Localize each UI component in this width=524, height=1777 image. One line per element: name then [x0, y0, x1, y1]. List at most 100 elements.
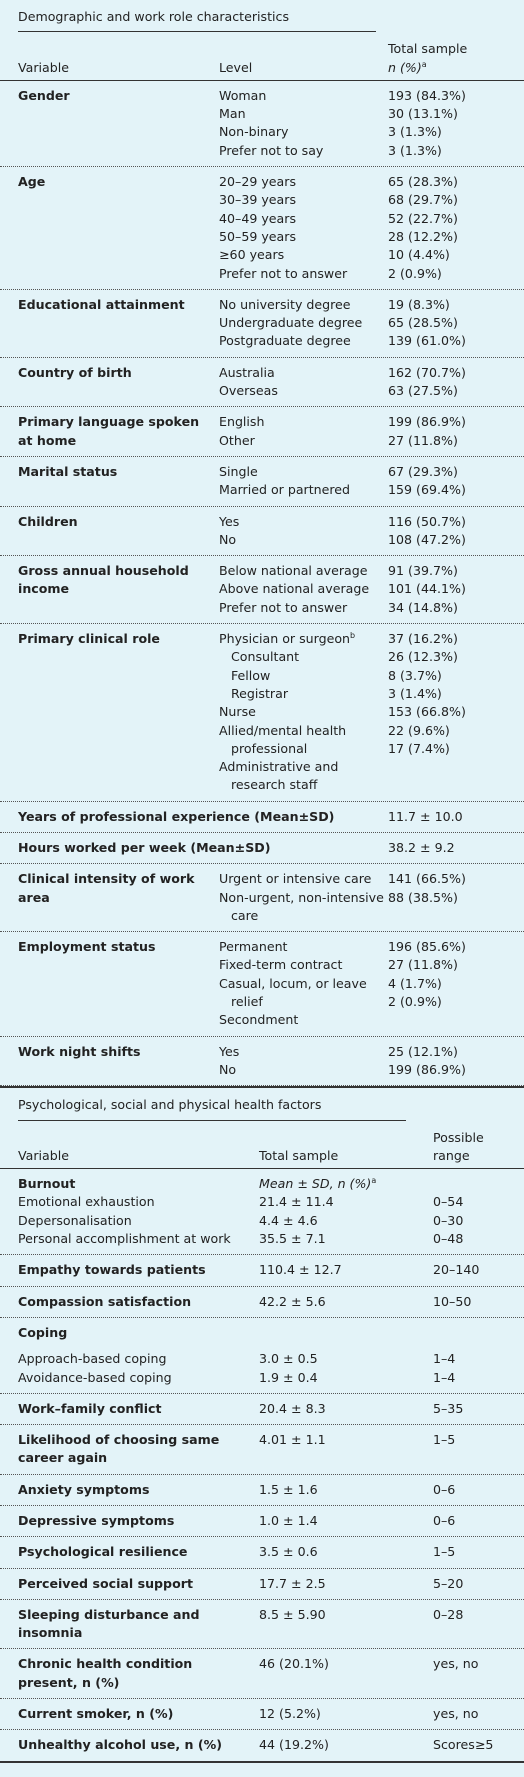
variable: Marital status [18, 463, 118, 479]
section-title: Psychological, social and physical healt… [0, 1088, 524, 1124]
value: 27 (11.8%) [388, 957, 458, 973]
sub-variable: Avoidance-based coping [18, 1369, 172, 1385]
table-row: Years of professional experience (Mean±S… [0, 802, 524, 833]
value: 88 (38.5%) [388, 889, 458, 905]
level: Other [219, 432, 255, 448]
range-cell: 5–35 [433, 1400, 464, 1416]
variable: Hours worked per week (Mean±SD) [18, 839, 271, 855]
table-row: Gender Woman Man Non-binary Prefer not to sa… [0, 81, 524, 168]
level-cell: Yes No [219, 1043, 388, 1080]
level: Below national average [219, 563, 368, 579]
main-line: Current smoker, n (%) 12 (5.2%) yes, no [18, 1705, 506, 1723]
value-cell: 65 (28.3%) 68 (29.7%) 52 (22.7%) 28 (12.2%)… [388, 173, 506, 283]
variable: Sleeping disturbance and insomnia [18, 1606, 200, 1641]
level: English [219, 414, 265, 430]
table-row: Hours worked per week (Mean±SD) 38.2 ± 9.… [0, 833, 524, 865]
level-cell: Permanent Fixed-term contract Casual, locu… [219, 938, 388, 1029]
total-cell: 110.4 ± 12.7 [259, 1262, 342, 1278]
header-cell: Possible range [433, 1129, 484, 1163]
total-cell: 20.4 ± 8.3 [259, 1400, 326, 1416]
value: 63 (27.5%) [388, 383, 458, 399]
main-line: Unhealthy alcohol use, n (%) 44 (19.2%) Sc… [18, 1736, 506, 1754]
total-cell: 46 (20.1%) [259, 1656, 329, 1672]
level: Permanent [219, 939, 288, 955]
level: Man [219, 106, 246, 122]
level: Prefer not to say [219, 142, 324, 158]
level-cell: Urgent or intensive care Non-urgent, non-… [219, 870, 388, 925]
variable: Primary language spoken at home [18, 414, 200, 448]
range-cell: 1–5 [433, 1432, 456, 1448]
value-cell: 116 (50.7%) 108 (47.2%) [388, 513, 506, 550]
level: Nurse [219, 704, 256, 720]
value: 193 (84.3%) [388, 87, 466, 103]
level-text: Physician or surgeon [219, 631, 351, 647]
value: 2 (0.9%) [388, 265, 442, 281]
total-cell: 1.5 ± 1.6 [259, 1481, 318, 1497]
value: 67 (29.3%) [388, 463, 458, 479]
value: 19 (8.3%) [388, 296, 450, 312]
level: No [219, 531, 237, 547]
value-cell: 25 (12.1%) 199 (86.9%) [388, 1043, 506, 1080]
total-cell: 12 (5.2%) [259, 1706, 321, 1722]
unit: n (%) [388, 59, 422, 75]
value: 199 (86.9%) [388, 1061, 466, 1077]
main-line: Burnout Mean ± SD, n (%)a [18, 1175, 506, 1193]
header-unit: n (%)a [388, 59, 506, 77]
table-row: Employment status Permanent Fixed-term con… [0, 932, 524, 1037]
range: 0–30 [433, 1212, 464, 1228]
value: 37 (16.2%) [388, 631, 458, 647]
value-cell: 199 (86.9%) 27 (11.8%) [388, 413, 506, 450]
value-cell: 19 (8.3%) 65 (28.5%) 139 (61.0%) [388, 296, 506, 351]
level-cell: Single Married or partnered [219, 463, 388, 500]
variable: Gross annual household income [18, 563, 189, 597]
level: Yes [219, 1043, 240, 1059]
main-line: Perceived social support 17.7 ± 2.5 5–20 [18, 1575, 506, 1593]
total: 3.0 ± 0.5 [259, 1351, 318, 1367]
sublevel: Consultant [231, 649, 300, 665]
level: Married or partnered [219, 482, 351, 498]
value: 28 (12.2%) [388, 228, 458, 244]
level: Prefer not to answer [219, 599, 348, 615]
level: Non-binary [219, 124, 289, 140]
value: 11.7 ± 10.0 [388, 808, 463, 824]
value: 52 (22.7%) [388, 210, 458, 226]
value: 27 (11.8%) [388, 432, 458, 448]
table-row: Gross annual household income Below natio… [0, 556, 524, 625]
sub-row: Personal accomplishment at work 35.5 ± 7.… [18, 1230, 506, 1248]
level: Above national average [219, 581, 370, 597]
value: 10 (4.4%) [388, 247, 450, 263]
total-cell [259, 1324, 433, 1342]
variable: Compassion satisfaction [18, 1293, 192, 1309]
header-text: Total sample [388, 41, 468, 57]
level: Fixed-term contract [219, 957, 343, 973]
range: 0–54 [433, 1194, 464, 1210]
header-cell: Total sample [259, 1147, 339, 1163]
level-cell: English Other [219, 413, 388, 450]
total-cell: 3.5 ± 0.6 [259, 1544, 318, 1560]
value-cell: 196 (85.6%) 27 (11.8%) 4 (1.7%) 2 (0.9%) [388, 938, 506, 1029]
main-line: Coping [18, 1324, 506, 1342]
header-cell: Variable [18, 59, 69, 75]
main-line: Empathy towards patients 110.4 ± 12.7 20–1… [18, 1261, 506, 1279]
total-cell: 8.5 ± 5.90 [259, 1606, 326, 1622]
level: Urgent or intensive care [219, 871, 372, 887]
table-row: Chronic health condition present, n (%) 4… [0, 1649, 524, 1700]
variable: Perceived social support [18, 1575, 193, 1591]
level: 20–29 years [219, 174, 297, 190]
main-line: Likelihood of choosing same career again… [18, 1431, 506, 1468]
table-row: Anxiety symptoms 1.5 ± 1.6 0–6 [0, 1475, 524, 1506]
main-line: Depressive symptoms 1.0 ± 1.4 0–6 [18, 1512, 506, 1530]
level: Secondment [219, 1012, 299, 1028]
value-cell: 193 (84.3%) 30 (13.1%) 3 (1.3%) 3 (1.3%) [388, 87, 506, 160]
table-row: Marital status Single Married or partnered… [0, 457, 524, 507]
variable: Current smoker, n (%) [18, 1706, 174, 1722]
table-row: Work–family conflict 20.4 ± 8.3 5–35 [0, 1394, 524, 1426]
title-text: Demographic and work role characteristic… [18, 8, 376, 33]
value: 159 (69.4%) [388, 482, 466, 498]
sub-row: Emotional exhaustion 21.4 ± 11.4 0–54 [18, 1193, 506, 1211]
table-row: Burnout Mean ± SD, n (%)a Emotional exhaus… [0, 1169, 524, 1256]
variable: Anxiety symptoms [18, 1481, 150, 1497]
table-row: Unhealthy alcohol use, n (%) 44 (19.2%) Sc… [0, 1730, 524, 1763]
variable: Clinical intensity of work area [18, 871, 195, 905]
value: 30 (13.1%) [388, 106, 458, 122]
